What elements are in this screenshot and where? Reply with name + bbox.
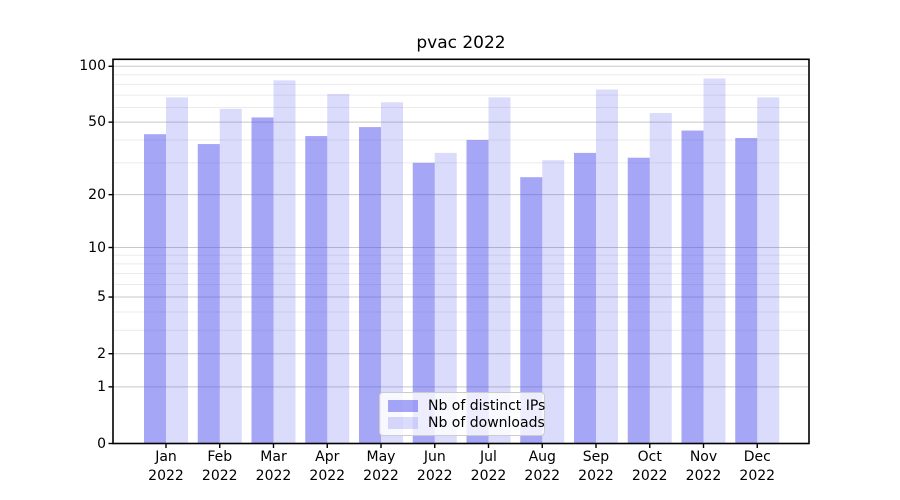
y-tick-label-20: 20 bbox=[88, 186, 106, 203]
y-tick-label-100: 100 bbox=[79, 58, 106, 75]
bar-sep-distinct-ips bbox=[574, 152, 596, 444]
bar-feb-downloads bbox=[219, 108, 242, 444]
y-tick-label-1: 1 bbox=[97, 378, 106, 395]
chart-title: pvac 2022 bbox=[416, 33, 506, 53]
bar-apr-downloads bbox=[327, 93, 350, 444]
y-tick-label-5: 5 bbox=[97, 289, 106, 306]
legend: Nb of distinct IPs Nb of downloads bbox=[379, 392, 545, 436]
bar-jun-downloads bbox=[434, 152, 457, 444]
x-tick-label-aug: Aug 2022 bbox=[524, 449, 561, 484]
bar-may-downloads bbox=[381, 102, 403, 444]
x-tick-label-jul: Jul 2022 bbox=[470, 449, 507, 484]
y-tick-label-0: 0 bbox=[97, 435, 106, 452]
bar-aug-distinct-ips bbox=[520, 177, 543, 444]
bar-jul-distinct-ips bbox=[466, 139, 489, 444]
y-tick-label-50: 50 bbox=[88, 114, 106, 131]
bar-jun-distinct-ips bbox=[412, 162, 435, 444]
x-tick-label-nov: Nov 2022 bbox=[685, 449, 722, 484]
bar-mar-downloads bbox=[273, 80, 296, 444]
bar-nov-distinct-ips bbox=[681, 130, 704, 444]
legend-swatch-downloads bbox=[388, 416, 418, 429]
bar-apr-distinct-ips bbox=[305, 136, 328, 444]
bar-feb-distinct-ips bbox=[197, 144, 220, 444]
x-tick-label-apr: Apr 2022 bbox=[309, 449, 346, 484]
x-tick-label-jun: Jun 2022 bbox=[416, 449, 453, 484]
bar-mar-distinct-ips bbox=[251, 117, 274, 444]
bar-oct-downloads bbox=[649, 113, 672, 444]
x-tick-label-mar: Mar 2022 bbox=[255, 449, 292, 484]
x-tick-label-jan: Jan 2022 bbox=[148, 449, 184, 484]
bar-dec-downloads bbox=[757, 97, 780, 444]
legend-label-downloads: Nb of downloads bbox=[428, 414, 545, 431]
bar-jan-downloads bbox=[166, 97, 188, 444]
bar-aug-downloads bbox=[542, 160, 565, 444]
legend-item-downloads: Nb of downloads bbox=[388, 414, 545, 431]
x-tick-label-sep: Sep 2022 bbox=[578, 449, 614, 484]
legend-label-distinct-ips: Nb of distinct IPs bbox=[428, 397, 546, 414]
bar-oct-distinct-ips bbox=[627, 157, 650, 444]
y-tick-label-10: 10 bbox=[88, 239, 106, 256]
x-tick-label-feb: Feb 2022 bbox=[201, 449, 238, 484]
legend-swatch-distinct-ips bbox=[388, 399, 418, 412]
legend-item-distinct-ips: Nb of distinct IPs bbox=[388, 397, 545, 414]
x-tick-label-may: May 2022 bbox=[363, 449, 399, 484]
axes-frame bbox=[112, 58, 810, 445]
bar-jan-distinct-ips bbox=[144, 134, 166, 444]
y-tick-label-2: 2 bbox=[97, 345, 106, 362]
bar-jul-downloads bbox=[488, 97, 511, 444]
x-tick-label-dec: Dec 2022 bbox=[739, 449, 776, 484]
x-tick-label-oct: Oct 2022 bbox=[631, 449, 668, 484]
bar-sep-downloads bbox=[596, 89, 618, 444]
bar-nov-downloads bbox=[703, 78, 726, 444]
bar-dec-distinct-ips bbox=[735, 137, 758, 444]
bar-may-distinct-ips bbox=[359, 127, 381, 444]
